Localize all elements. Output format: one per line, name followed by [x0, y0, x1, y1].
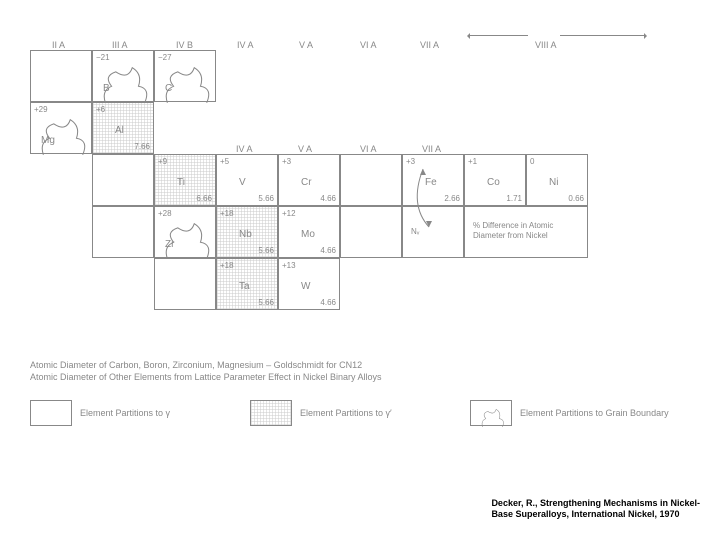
- legend-item: Element Partitions to γ′: [250, 400, 392, 426]
- legend-label: Element Partitions to Grain Boundary: [520, 408, 669, 418]
- cell-Ni: 0Ni0.66: [526, 154, 588, 206]
- legend-swatch: [470, 400, 512, 426]
- cell-Cr: +3Cr4.66: [278, 154, 340, 206]
- legend: Element Partitions to γ Element Partition…: [30, 400, 690, 440]
- cell-C: −27C: [154, 50, 216, 102]
- caption-line-1: Atomic Diameter of Carbon, Boron, Zircon…: [30, 360, 362, 370]
- cell-Mg: +29Mg: [30, 102, 92, 154]
- viii-a-arrow-right: [560, 35, 646, 36]
- cell-r2c1: [92, 154, 154, 206]
- citation: Decker, R., Strengthening Mechanisms in …: [491, 498, 700, 520]
- cell-r3c1: [92, 206, 154, 258]
- legend-item: Element Partitions to γ: [30, 400, 170, 426]
- col-label-row2: VII A: [422, 144, 441, 154]
- col-label-row2: VI A: [360, 144, 377, 154]
- cell-r2c5: [340, 154, 402, 206]
- col-label: II A: [52, 40, 65, 50]
- legend-swatch: [250, 400, 292, 426]
- cell-B: −21B: [92, 50, 154, 102]
- col-label: III A: [112, 40, 128, 50]
- cell-r0c0: [30, 50, 92, 102]
- cell-r3c5: [340, 206, 402, 258]
- col-label: VIII A: [535, 40, 557, 50]
- cell-Fe: +3Fe2.66: [402, 154, 464, 206]
- viii-a-arrow-left: [468, 35, 528, 36]
- col-label: IV B: [176, 40, 193, 50]
- legend-swatch: [30, 400, 72, 426]
- legend-label: Element Partitions to γ: [80, 408, 170, 418]
- cell-W: +13W4.66: [278, 258, 340, 310]
- caption-line-2: Atomic Diameter of Other Elements from L…: [30, 372, 381, 382]
- col-label: V A: [299, 40, 313, 50]
- cell-Al: +6Al7.66: [92, 102, 154, 154]
- cell-V: +5V5.66: [216, 154, 278, 206]
- col-label-row2: V A: [298, 144, 312, 154]
- cell-Nb: +18Nb5.66: [216, 206, 278, 258]
- cell-r4c2: [154, 258, 216, 310]
- col-label: VII A: [420, 40, 439, 50]
- cell-Co: +1Co1.71: [464, 154, 526, 206]
- col-label: IV A: [237, 40, 254, 50]
- cell-Ti: +9Ti6.66: [154, 154, 216, 206]
- citation-line-2: Base Superalloys, International Nickel, …: [491, 509, 700, 520]
- legend-label: Element Partitions to γ′: [300, 408, 392, 418]
- cell-Zr: +28Zr: [154, 206, 216, 258]
- legend-item: Element Partitions to Grain Boundary: [470, 400, 669, 426]
- col-label: VI A: [360, 40, 377, 50]
- citation-line-1: Decker, R., Strengthening Mechanisms in …: [491, 498, 700, 509]
- col-label-row2: IV A: [236, 144, 253, 154]
- cell-Mo: +12Mo4.66: [278, 206, 340, 258]
- cell-Ta: +18Ta5.66: [216, 258, 278, 310]
- cell-r3c7: % Difference in AtomicDiameter from Nick…: [464, 206, 588, 258]
